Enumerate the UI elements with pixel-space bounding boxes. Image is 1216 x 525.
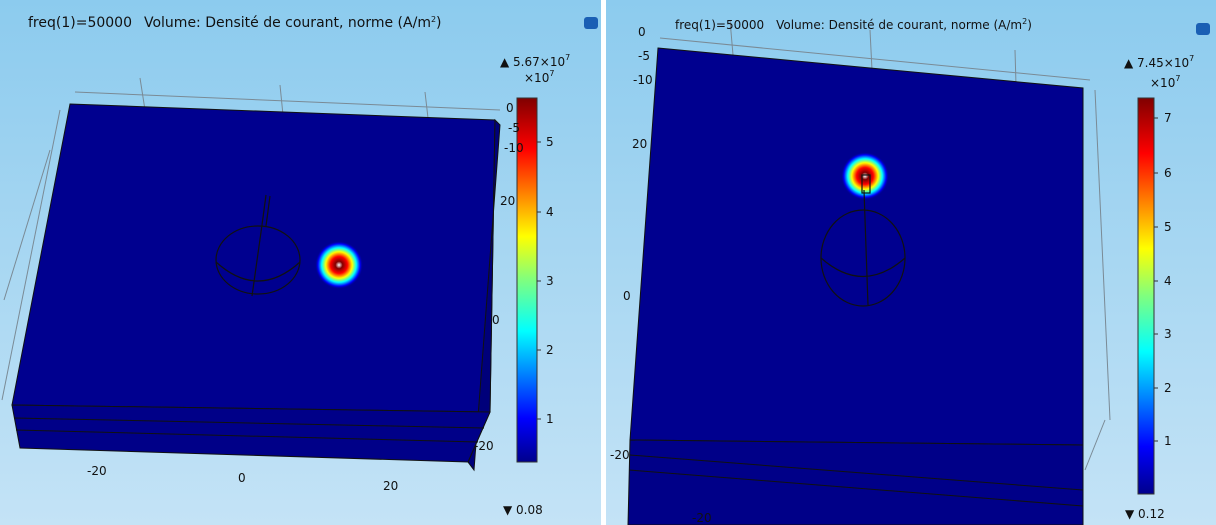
scale-exponent: 7 — [1175, 74, 1180, 83]
colorbar-min: ▼ 0.12 — [1125, 507, 1165, 521]
plot-title: freq(1)=50000 Volume: Densité de courant,… — [28, 15, 442, 31]
title-quantity: Volume: Densité de courant, norme (A/m — [776, 18, 1022, 32]
colorbar-tick-label: 7 — [1164, 111, 1172, 125]
colorbar-tick-label: 1 — [546, 412, 554, 426]
app-icon — [1196, 23, 1210, 35]
colorbar-tick-label: 3 — [1164, 327, 1172, 341]
plot-title: freq(1)=50000 Volume: Densité de courant,… — [675, 17, 1032, 32]
axis-label: 0 — [238, 471, 246, 485]
app-icon — [584, 17, 598, 29]
colorbar-tick-label: 2 — [1164, 381, 1172, 395]
hotspot — [315, 241, 363, 289]
axis-label: 20 — [383, 479, 398, 493]
axis-label: -10 — [504, 141, 524, 155]
max-value: ▲ 7.45×10 — [1124, 56, 1189, 70]
colorbar — [1138, 98, 1154, 494]
colorbar-min: ▼ 0.08 — [503, 503, 543, 517]
axis-label: -10 — [633, 73, 653, 87]
axis-label: 0 — [638, 25, 646, 39]
title-end: ) — [1027, 18, 1032, 32]
max-exponent: 7 — [565, 53, 570, 62]
axis-label: 0 — [492, 313, 500, 327]
axis-label: -5 — [508, 121, 520, 135]
block-top — [12, 104, 495, 412]
axis-label: 0 — [623, 289, 631, 303]
colorbar-tick-label: 5 — [546, 135, 554, 149]
colorbar-max: ▲ 7.45×107 — [1124, 54, 1194, 70]
title-freq: freq(1)=50000 — [28, 15, 132, 31]
screenshot: freq(1)=50000 Volume: Densité de courant,… — [0, 0, 1216, 525]
scale-factor: ×10 — [524, 71, 549, 85]
colorbar-tick-label: 4 — [546, 205, 554, 219]
axis-label: 20 — [632, 137, 647, 151]
axis-label: -20 — [692, 511, 712, 525]
colorbar-tick-label: 6 — [1164, 166, 1172, 180]
separator — [601, 0, 606, 525]
max-exponent: 7 — [1189, 54, 1194, 63]
colorbar-tick-label: 3 — [546, 274, 554, 288]
axis-label: 0 — [506, 101, 514, 115]
max-value: ▲ 5.67×10 — [500, 55, 565, 69]
colorbar-max: ▲ 5.67×107 — [500, 53, 570, 69]
colorbar-tick-label: 5 — [1164, 220, 1172, 234]
colorbar-tick-label: 4 — [1164, 274, 1172, 288]
scale-exponent: 7 — [549, 69, 554, 78]
axis-label: -20 — [610, 448, 630, 462]
colorbar-tick-label: 2 — [546, 343, 554, 357]
colorbar-tick-label: 1 — [1164, 434, 1172, 448]
title-freq: freq(1)=50000 — [675, 18, 764, 32]
scale-factor: ×10 — [1150, 76, 1175, 90]
page: freq(1)=50000 Volume: Densité de courant,… — [0, 0, 1216, 525]
axis-label: -5 — [638, 49, 650, 63]
axis-label: 20 — [500, 194, 515, 208]
title-end: ) — [436, 15, 441, 31]
block-top — [630, 48, 1083, 445]
axis-label: -20 — [87, 464, 107, 478]
title-quantity: Volume: Densité de courant, norme (A/m — [144, 15, 431, 31]
axis-label: -20 — [474, 439, 494, 453]
